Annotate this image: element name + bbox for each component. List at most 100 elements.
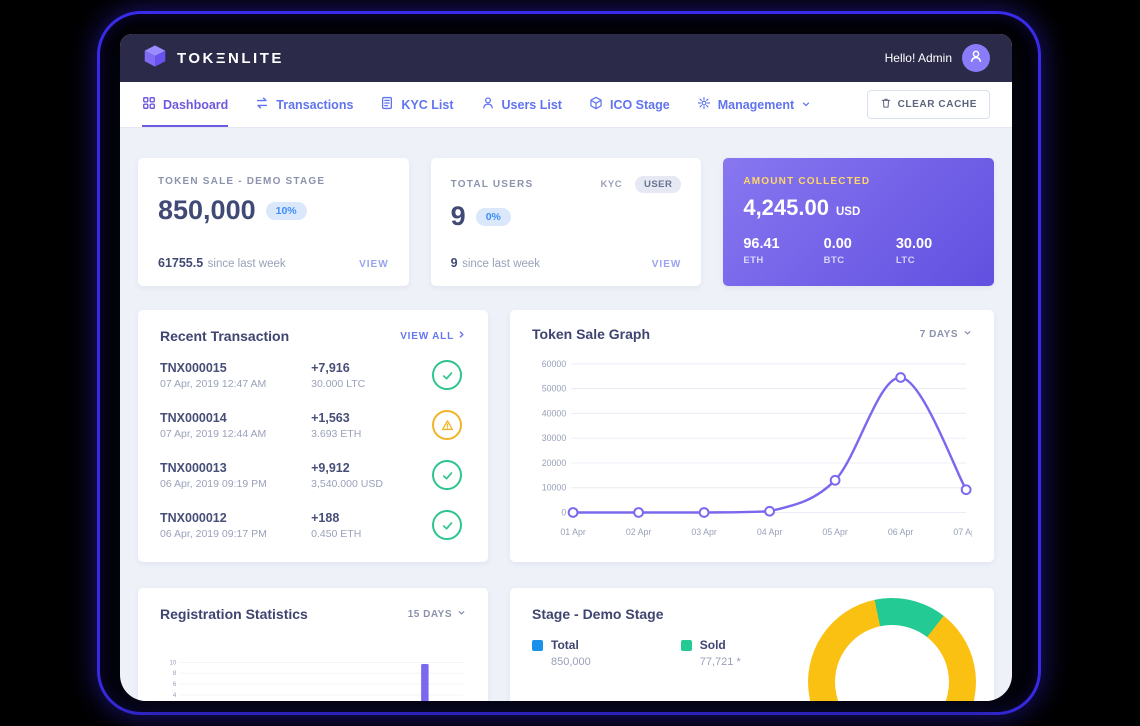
amount-collected-card: AMOUNT COLLECTED 4,245.00 USD 96.41 ETH … — [723, 158, 994, 286]
trash-icon — [880, 97, 892, 112]
token-sale-view-link[interactable]: VIEW — [359, 259, 389, 270]
chevron-down-icon — [801, 98, 811, 112]
transaction-row[interactable]: TNX000015 07 Apr, 2019 12:47 AM +7,916 3… — [160, 350, 466, 400]
chevron-down-icon — [457, 608, 466, 620]
transaction-row[interactable]: TNX000012 06 Apr, 2019 09:17 PM +188 0.4… — [160, 500, 466, 550]
amount-collected-value: 4,245.00 — [743, 195, 829, 220]
nav-item-dashboard[interactable]: Dashboard — [142, 82, 229, 127]
total-users-kicker: TOTAL USERS — [450, 179, 534, 190]
nav-item-management[interactable]: Management — [697, 82, 811, 127]
bottom-row: Registration Statistics 15 DAYS 1086420 … — [138, 588, 994, 701]
nav-item-label: Dashboard — [163, 97, 229, 112]
amount-collected-currency: USD — [835, 206, 861, 218]
token-sale-delta: 61755.5 since last week — [158, 256, 286, 270]
stage-demo-title: Stage - Demo Stage — [532, 606, 664, 622]
nav-items: Dashboard Transactions — [142, 82, 838, 127]
swap-arrows-icon — [255, 96, 269, 113]
currency-breakdown: 96.41 ETH 0.00 BTC 30.00 LTC — [743, 236, 974, 266]
grid-icon — [142, 96, 156, 113]
user-avatar[interactable] — [962, 44, 990, 72]
recent-transactions-title: Recent Transaction — [160, 328, 290, 344]
svg-text:01 Apr: 01 Apr — [560, 527, 586, 537]
nav-item-ico-stage[interactable]: ICO Stage — [589, 82, 670, 127]
total-users-view-link[interactable]: VIEW — [651, 259, 682, 270]
token-sale-graph-title: Token Sale Graph — [532, 326, 650, 342]
transaction-row[interactable]: TNX000013 06 Apr, 2019 09:19 PM +9,912 3… — [160, 450, 466, 500]
token-sale-graph-card: Token Sale Graph 7 DAYS 0 10000 20000 30000… — [510, 310, 994, 562]
nav-item-label: Users List — [501, 97, 562, 112]
nav-item-users-list[interactable]: Users List — [481, 82, 562, 127]
legend-item-sold: Sold 77,721 * — [680, 638, 741, 668]
status-warning-icon — [432, 410, 462, 440]
legend-swatch-total — [532, 639, 543, 651]
nav-item-label: ICO Stage — [609, 97, 670, 112]
svg-text:40000: 40000 — [542, 408, 567, 418]
range-dropdown-15days[interactable]: 15 DAYS — [408, 608, 466, 620]
svg-text:03 Apr: 03 Apr — [691, 527, 717, 537]
registration-statistics-title: Registration Statistics — [160, 606, 308, 622]
gear-icon — [697, 96, 711, 113]
list-icon — [380, 96, 394, 113]
svg-text:4: 4 — [173, 692, 177, 699]
clear-cache-button[interactable]: CLEAR CACHE — [866, 90, 990, 119]
toggle-user[interactable]: USER — [635, 176, 682, 193]
brand-logo-icon — [142, 43, 168, 74]
status-success-icon — [432, 360, 462, 390]
svg-text:8: 8 — [173, 670, 177, 677]
registration-bar-chart: 1086420 — [170, 659, 464, 701]
svg-text:07 Apr: 07 Apr — [953, 527, 972, 537]
kyc-user-toggle: KYC USER — [592, 176, 682, 193]
view-all-link[interactable]: VIEW ALL — [400, 330, 466, 342]
breakdown-eth: 96.41 ETH — [743, 236, 780, 266]
stats-row: TOKEN SALE - DEMO STAGE 850,000 10% 6175… — [138, 158, 994, 286]
transaction-row[interactable]: TNX000014 07 Apr, 2019 12:44 AM +1,563 3… — [160, 400, 466, 450]
legend-swatch-sold — [680, 639, 692, 651]
main-nav: Dashboard Transactions — [120, 82, 1012, 128]
chevron-down-icon — [963, 328, 972, 340]
token-sale-line-chart: 0 10000 20000 30000 40000 50000 60000 01 Apr 02 … — [542, 359, 972, 537]
token-sale-kicker: TOKEN SALE - DEMO STAGE — [158, 176, 326, 187]
range-dropdown-7days[interactable]: 7 DAYS — [920, 328, 972, 340]
middle-row: Recent Transaction VIEW ALL TNX000015 07… — [138, 310, 994, 562]
brand-name: TOKΞNLITE — [177, 49, 284, 67]
breakdown-ltc: 30.00 LTC — [895, 236, 933, 266]
clear-cache-label: CLEAR CACHE — [897, 99, 977, 110]
svg-text:10: 10 — [170, 659, 177, 666]
svg-text:20000: 20000 — [542, 458, 567, 468]
stage-demo-card: Stage - Demo Stage Total 850,000 — [510, 588, 994, 701]
svg-text:02 Apr: 02 Apr — [626, 527, 652, 537]
nav-item-transactions[interactable]: Transactions — [255, 82, 353, 127]
chevron-right-icon — [457, 330, 466, 342]
svg-text:0: 0 — [561, 507, 566, 517]
greeting-text: Hello! Admin — [884, 51, 952, 65]
svg-text:10000: 10000 — [542, 483, 567, 493]
token-sale-badge: 10% — [265, 201, 307, 220]
nav-item-label: Transactions — [276, 97, 354, 112]
legend-item-total: Total 850,000 — [532, 638, 591, 668]
nav-item-label: KYC List — [401, 97, 454, 112]
svg-text:30000: 30000 — [542, 433, 567, 443]
breakdown-btc: 0.00 BTC — [823, 236, 852, 266]
transaction-list: TNX000015 07 Apr, 2019 12:47 AM +7,916 3… — [160, 350, 466, 550]
topbar: TOKΞNLITE Hello! Admin — [120, 34, 1012, 82]
total-users-card: TOTAL USERS KYC USER 9 0% 9 since las — [430, 158, 702, 286]
brand[interactable]: TOKΞNLITE — [142, 43, 284, 74]
svg-text:05 Apr: 05 Apr — [822, 527, 848, 537]
user-icon — [481, 96, 495, 113]
status-success-icon — [432, 460, 462, 490]
app-window: TOKΞNLITE Hello! Admin — [120, 34, 1012, 701]
svg-text:50000: 50000 — [542, 384, 567, 394]
nav-item-kyc-list[interactable]: KYC List — [380, 82, 454, 127]
svg-text:04 Apr: 04 Apr — [757, 527, 783, 537]
stage-legend: Total 850,000 Sold 77,721 * — [532, 638, 972, 668]
recent-transactions-card: Recent Transaction VIEW ALL TNX000015 07… — [138, 310, 488, 562]
dashboard-content: TOKEN SALE - DEMO STAGE 850,000 10% 6175… — [120, 128, 1012, 701]
toggle-kyc[interactable]: KYC — [600, 179, 623, 190]
total-users-badge: 0% — [475, 207, 511, 226]
total-users-value: 9 — [450, 201, 466, 231]
user-icon — [968, 48, 984, 69]
token-sale-card: TOKEN SALE - DEMO STAGE 850,000 10% 6175… — [138, 158, 409, 286]
registration-statistics-card: Registration Statistics 15 DAYS 1086420 — [138, 588, 488, 701]
svg-text:60000: 60000 — [542, 359, 567, 369]
